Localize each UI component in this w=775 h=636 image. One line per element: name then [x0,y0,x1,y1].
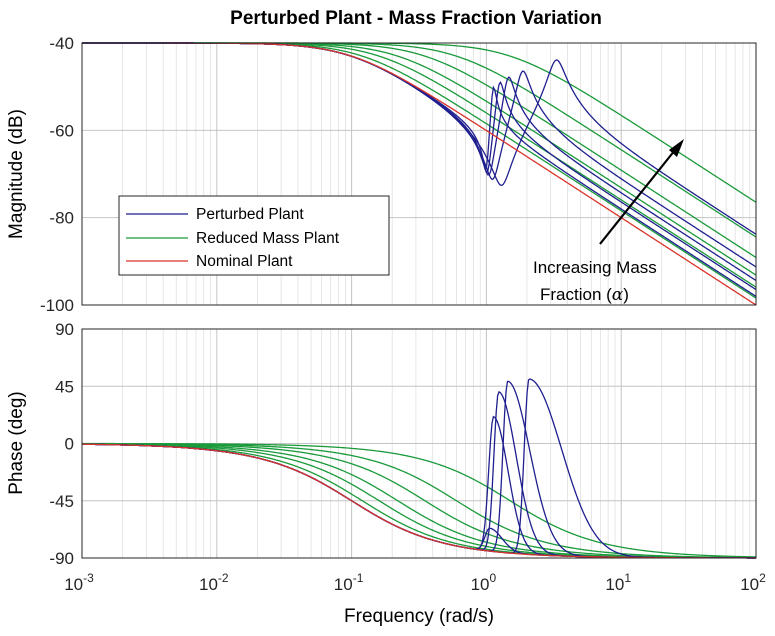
x-tick-label: 10-3 [64,571,94,594]
legend-label-perturbed: Perturbed Plant [196,206,304,223]
x-tick-label: 100 [471,571,497,594]
y-tick-label: -80 [49,209,74,228]
annotation-line-2: Fraction (α) [540,285,629,305]
y-tick-label: -90 [49,549,74,568]
x-tick-exponent: 2 [759,571,766,585]
magnitude-ylabel: Magnitude (dB) [6,109,27,239]
y-tick-label: 45 [55,377,74,396]
y-tick-label: -100 [40,296,74,315]
annotation-arrow-shaft [599,149,676,245]
x-tick-exponent: -3 [83,571,94,585]
x-tick-label: 102 [740,571,766,594]
phase-panel: 90 45 0 -45 -90 Phase (deg) [6,320,757,568]
legend: Perturbed Plant Reduced Mass Plant Nomin… [118,195,390,276]
x-tick-exponent: 0 [490,571,497,585]
annotation-alpha-symbol: α [612,285,624,305]
y-tick-label: -40 [49,34,74,53]
x-tick-base: 10 [471,575,490,594]
annotation-line-2-close: ) [623,285,629,304]
annotation-line-2-text: Fraction ( [540,285,612,304]
x-tick-base: 10 [64,575,83,594]
y-tick-label: -60 [49,121,74,140]
x-tick-base: 10 [199,575,218,594]
magnitude-panel: -40 -60 -80 -100 Magnitude (dB) Perturbed P… [6,34,757,315]
x-tick-base: 10 [740,575,759,594]
x-tick-base: 10 [334,575,353,594]
x-tick-label: 101 [605,571,631,594]
phase-ylabel: Phase (deg) [6,391,27,495]
x-tick-exponent: -2 [218,571,229,585]
reduced-mass-phase-curve [82,442,757,558]
x-tick-exponent: -1 [353,571,364,585]
magnitude-axes-box [81,42,757,306]
x-tick-base: 10 [605,575,624,594]
phase-axes-box [81,328,757,559]
y-tick-label: 90 [55,320,74,339]
legend-box [118,195,390,276]
legend-label-nominal: Nominal Plant [196,253,293,270]
phase-y-ticks: 90 45 0 -45 -90 [49,320,74,568]
x-tick-labels: 10-3 10-2 10-1 100 101 102 [64,571,766,594]
figure-title: Perturbed Plant - Mass Fraction Variatio… [230,8,602,29]
y-tick-label: 0 [65,435,74,454]
y-tick-label: -45 [49,492,74,511]
x-tick-label: 10-1 [334,571,364,594]
annotation-arrow-head [669,139,684,157]
x-tick-label: 10-2 [199,571,229,594]
x-tick-exponent: 1 [624,571,631,585]
mass-fraction-annotation: Increasing Mass Fraction (α) [533,139,684,305]
magnitude-y-ticks: -40 -60 -80 -100 [40,34,74,315]
legend-label-reduced: Reduced Mass Plant [196,230,340,247]
x-axis-label: Frequency (rad/s) [344,606,494,627]
annotation-line-1: Increasing Mass [533,258,657,277]
